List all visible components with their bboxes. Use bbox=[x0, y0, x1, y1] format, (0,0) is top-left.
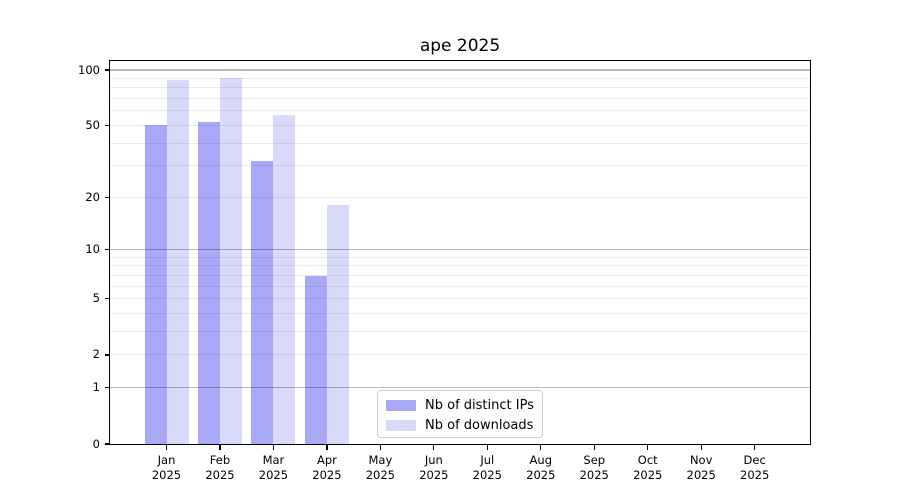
y-tick-label-100: 100 bbox=[78, 62, 100, 77]
y-tick-100 bbox=[104, 69, 110, 71]
gridline-minor-6 bbox=[110, 285, 810, 287]
x-tick-sep bbox=[593, 445, 595, 450]
x-tick-feb bbox=[219, 445, 221, 450]
bar-nb-of-distinct-ips-feb bbox=[197, 122, 220, 444]
y-tick-10 bbox=[104, 249, 110, 251]
y-tick-label-5: 5 bbox=[92, 291, 100, 306]
legend-swatch-distinct-ips bbox=[386, 399, 416, 411]
x-tick-jun bbox=[433, 445, 435, 450]
gridline-minor-7 bbox=[110, 275, 810, 277]
x-tick-jan bbox=[165, 445, 168, 450]
bar-nb-of-distinct-ips-mar bbox=[251, 160, 274, 444]
legend-row-downloads: Nb of downloads bbox=[386, 415, 542, 435]
y-tick-label-50: 50 bbox=[85, 117, 100, 132]
bar-nb-of-distinct-ips-jan bbox=[144, 125, 167, 444]
x-tick-label-oct: Oct 2025 bbox=[633, 453, 663, 482]
y-tick-label-20: 20 bbox=[85, 189, 100, 204]
x-tick-label-jun: Jun 2025 bbox=[419, 453, 449, 482]
gridline-minor-8 bbox=[110, 265, 810, 267]
y-tick-0 bbox=[104, 443, 110, 445]
gridline-minor-50 bbox=[110, 124, 810, 126]
x-tick-jul bbox=[486, 445, 488, 450]
x-tick-label-sep: Sep 2025 bbox=[579, 453, 609, 482]
gridline-minor-2 bbox=[110, 354, 810, 356]
y-tick-label-2: 2 bbox=[92, 347, 100, 362]
grid-layer bbox=[110, 61, 810, 444]
bars-layer bbox=[110, 61, 810, 444]
legend-label-distinct-ips: Nb of distinct IPs bbox=[425, 397, 534, 413]
x-tick-label-may: May 2025 bbox=[365, 453, 396, 482]
gridline-minor-3 bbox=[110, 331, 810, 333]
x-tick-aug bbox=[540, 445, 542, 450]
bar-nb-of-distinct-ips-apr bbox=[304, 275, 327, 444]
plot-area: Nb of distinct IPs Nb of downloads bbox=[110, 61, 810, 444]
bar-nb-of-downloads-apr bbox=[326, 205, 349, 444]
x-tick-label-jan: Jan 2025 bbox=[151, 453, 182, 482]
gridline-minor-80 bbox=[110, 87, 810, 89]
gridline-minor-9 bbox=[110, 256, 810, 258]
y-tick-1 bbox=[104, 387, 110, 389]
y-tick-5 bbox=[104, 298, 110, 300]
x-tick-label-mar: Mar 2025 bbox=[258, 453, 289, 482]
legend-row-distinct-ips: Nb of distinct IPs bbox=[386, 395, 542, 415]
x-tick-label-apr: Apr 2025 bbox=[312, 453, 342, 482]
legend: Nb of distinct IPs Nb of downloads bbox=[377, 390, 543, 438]
x-tick-dec bbox=[754, 445, 756, 450]
x-tick-nov bbox=[700, 445, 702, 450]
x-tick-label-nov: Nov 2025 bbox=[686, 453, 716, 482]
y-tick-label-10: 10 bbox=[85, 242, 100, 257]
gridline-major-1 bbox=[110, 387, 810, 389]
x-tick-label-aug: Aug 2025 bbox=[526, 453, 556, 482]
x-tick-label-jul: Jul 2025 bbox=[472, 453, 502, 482]
bar-nb-of-downloads-jan bbox=[166, 80, 189, 444]
y-tick-label-0: 0 bbox=[92, 436, 100, 451]
x-tick-apr bbox=[326, 445, 328, 450]
x-tick-mar bbox=[272, 445, 275, 450]
gridline-minor-60 bbox=[110, 110, 810, 112]
y-tick-50 bbox=[104, 124, 110, 127]
gridline-minor-30 bbox=[110, 165, 810, 167]
y-tick-label-1: 1 bbox=[92, 380, 100, 395]
y-tick-2 bbox=[104, 354, 110, 356]
gridline-minor-40 bbox=[110, 142, 810, 144]
bar-nb-of-downloads-mar bbox=[273, 115, 296, 444]
gridline-minor-70 bbox=[110, 98, 810, 100]
y-tick-20 bbox=[104, 196, 110, 198]
gridline-minor-4 bbox=[110, 313, 810, 315]
legend-swatch-downloads bbox=[386, 419, 416, 431]
gridline-major-10 bbox=[110, 249, 810, 251]
x-tick-label-dec: Dec 2025 bbox=[740, 453, 770, 482]
gridline-minor-90 bbox=[110, 78, 810, 80]
gridline-minor-5 bbox=[110, 298, 810, 300]
chart-title: ape 2025 bbox=[419, 36, 501, 56]
bar-nb-of-downloads-feb bbox=[219, 77, 242, 444]
x-tick-label-feb: Feb 2025 bbox=[205, 453, 235, 482]
legend-label-downloads: Nb of downloads bbox=[425, 417, 534, 433]
gridline-minor-20 bbox=[110, 196, 810, 198]
x-tick-oct bbox=[647, 445, 649, 450]
gridline-major-100 bbox=[110, 69, 810, 71]
x-tick-may bbox=[379, 445, 382, 450]
